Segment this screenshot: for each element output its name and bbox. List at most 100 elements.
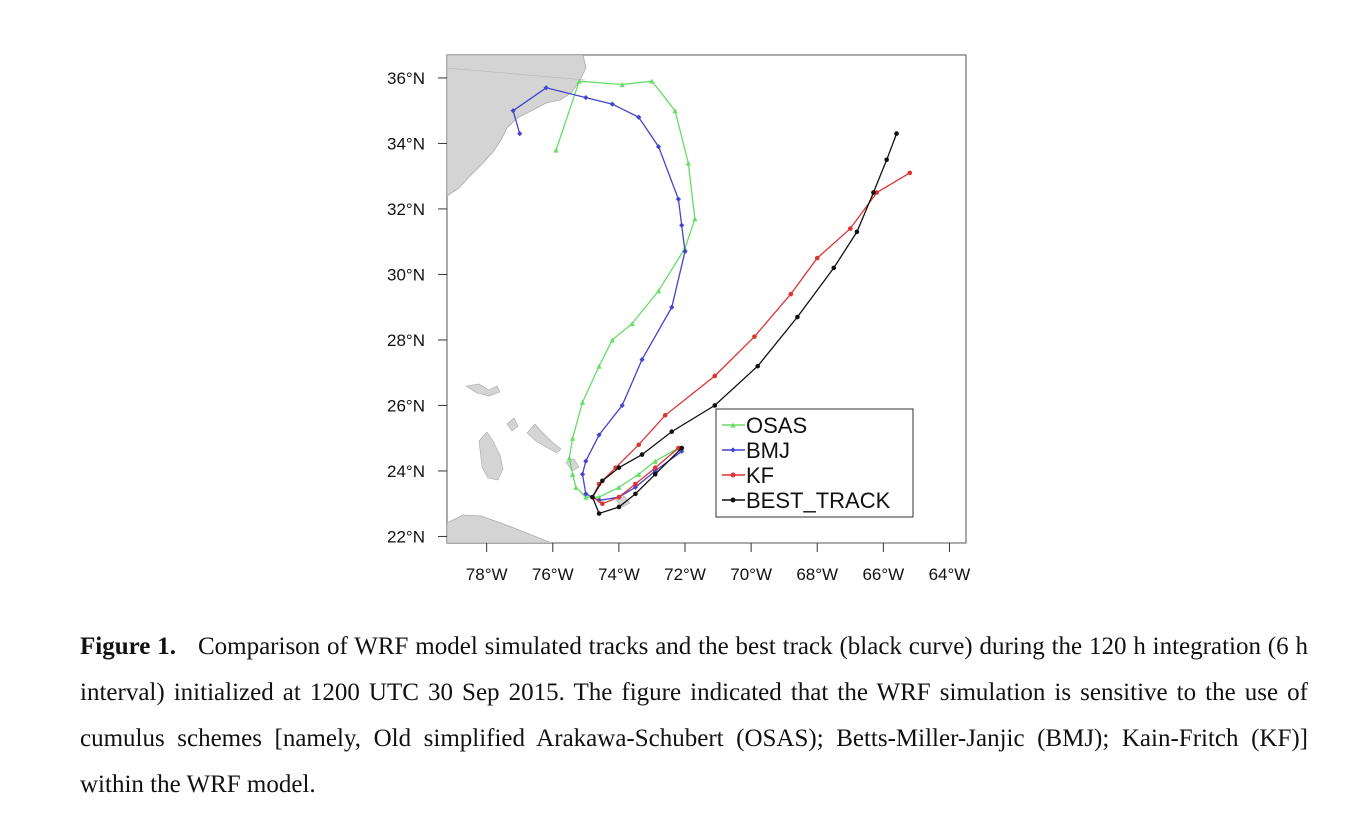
point-best-track [884,157,889,163]
legend-marker-kf [730,472,736,478]
point-best-track [633,491,638,497]
legend-label-bmj: BMJ [746,438,790,463]
point-bmj [596,432,602,438]
cuba-land [447,514,552,543]
point-bmj [609,101,615,107]
bahamas-island [478,431,504,481]
point-best-track [652,471,658,477]
point-best-track [616,504,622,510]
y-tick-label: 28°N [387,331,425,350]
y-tick-label: 34°N [387,134,425,153]
point-bmj [682,248,688,255]
point-kf [847,226,853,231]
point-kf [874,190,880,195]
point-kf [633,481,638,487]
point-best-track [590,494,595,500]
point-osas [570,471,576,477]
point-bmj [636,114,642,120]
x-tick-label: 72°W [664,565,706,584]
point-kf [814,255,820,261]
x-tick-label: 70°W [730,565,772,584]
legend-marker-osas [730,422,736,428]
point-best-track [712,403,718,408]
point-osas [652,458,658,464]
point-best-track [616,465,622,470]
point-osas [636,471,642,477]
land-masses [447,55,631,543]
y-tick-label: 30°N [387,265,425,284]
track-series [510,78,913,516]
x-tick-label: 74°W [598,565,640,584]
bahamas-island [465,383,501,397]
point-best-track [600,478,605,484]
point-kf [712,373,718,379]
point-bmj [639,356,645,363]
point-osas [619,81,625,88]
point-best-track [755,363,761,369]
y-tick-label: 32°N [387,200,425,219]
point-best-track [831,265,837,271]
legend-marker-best-track [730,497,736,503]
legend-marker-bmj [730,447,736,453]
point-bmj [679,448,685,454]
legend-label-kf: KF [746,463,774,488]
point-bmj [517,131,523,137]
point-kf [752,334,757,339]
point-osas [692,216,698,222]
point-kf [652,465,658,470]
legend-label-best-track: BEST_TRACK [746,488,891,513]
point-osas [570,435,576,441]
point-osas [649,78,655,84]
point-osas [672,108,678,114]
point-osas [685,160,691,166]
point-bmj [619,402,625,409]
point-kf [676,445,681,451]
point-osas [629,320,635,327]
point-osas [616,484,622,490]
point-bmj [669,304,675,310]
point-bmj [583,491,589,497]
point-bmj [675,196,682,202]
point-bmj [543,85,549,91]
x-tick-label: 68°W [796,565,838,584]
point-osas [583,494,589,500]
point-bmj [579,471,586,477]
point-osas [596,363,602,369]
point-osas [579,399,586,405]
point-bmj [655,144,662,150]
point-osas [573,484,579,490]
point-osas [609,337,615,343]
us-east-coast-land [447,55,587,197]
point-bmj [679,222,685,228]
legend-label-osas: OSAS [746,413,807,438]
point-osas [576,78,582,84]
figure-caption: Figure 1. Comparison of WRF model simulat… [80,624,1308,808]
y-tick-label: 22°N [387,527,425,546]
series-line-best-track [591,133,898,515]
point-osas [553,147,559,153]
bahamas-island [526,423,562,454]
point-bmj [632,484,639,490]
axis-ticks: 22°N 24°N 26°N 28°N 30°N 32°N 34°N 36°N 78°W 76°W… [387,69,970,584]
track-map-figure: 22°N 24°N 26°N 28°N 30°N 32°N 34°N 36°N 78°W 76°W… [387,54,970,584]
x-tick-label: 78°W [466,565,508,584]
point-kf [636,442,642,448]
point-best-track [795,314,800,320]
point-osas [655,288,662,294]
point-best-track [639,452,645,457]
point-kf [662,412,668,418]
x-tick-label: 76°W [532,565,574,584]
point-best-track [894,131,899,136]
point-bmj [583,94,589,101]
point-best-track [596,511,602,516]
point-best-track [854,229,860,235]
point-kf [907,170,913,176]
y-tick-label: 36°N [387,69,425,88]
series-line-bmj [512,87,686,502]
point-bmj [583,458,589,464]
x-tick-label: 66°W [862,565,904,584]
y-tick-label: 24°N [387,462,425,481]
point-osas [596,494,602,500]
point-kf [788,291,794,297]
